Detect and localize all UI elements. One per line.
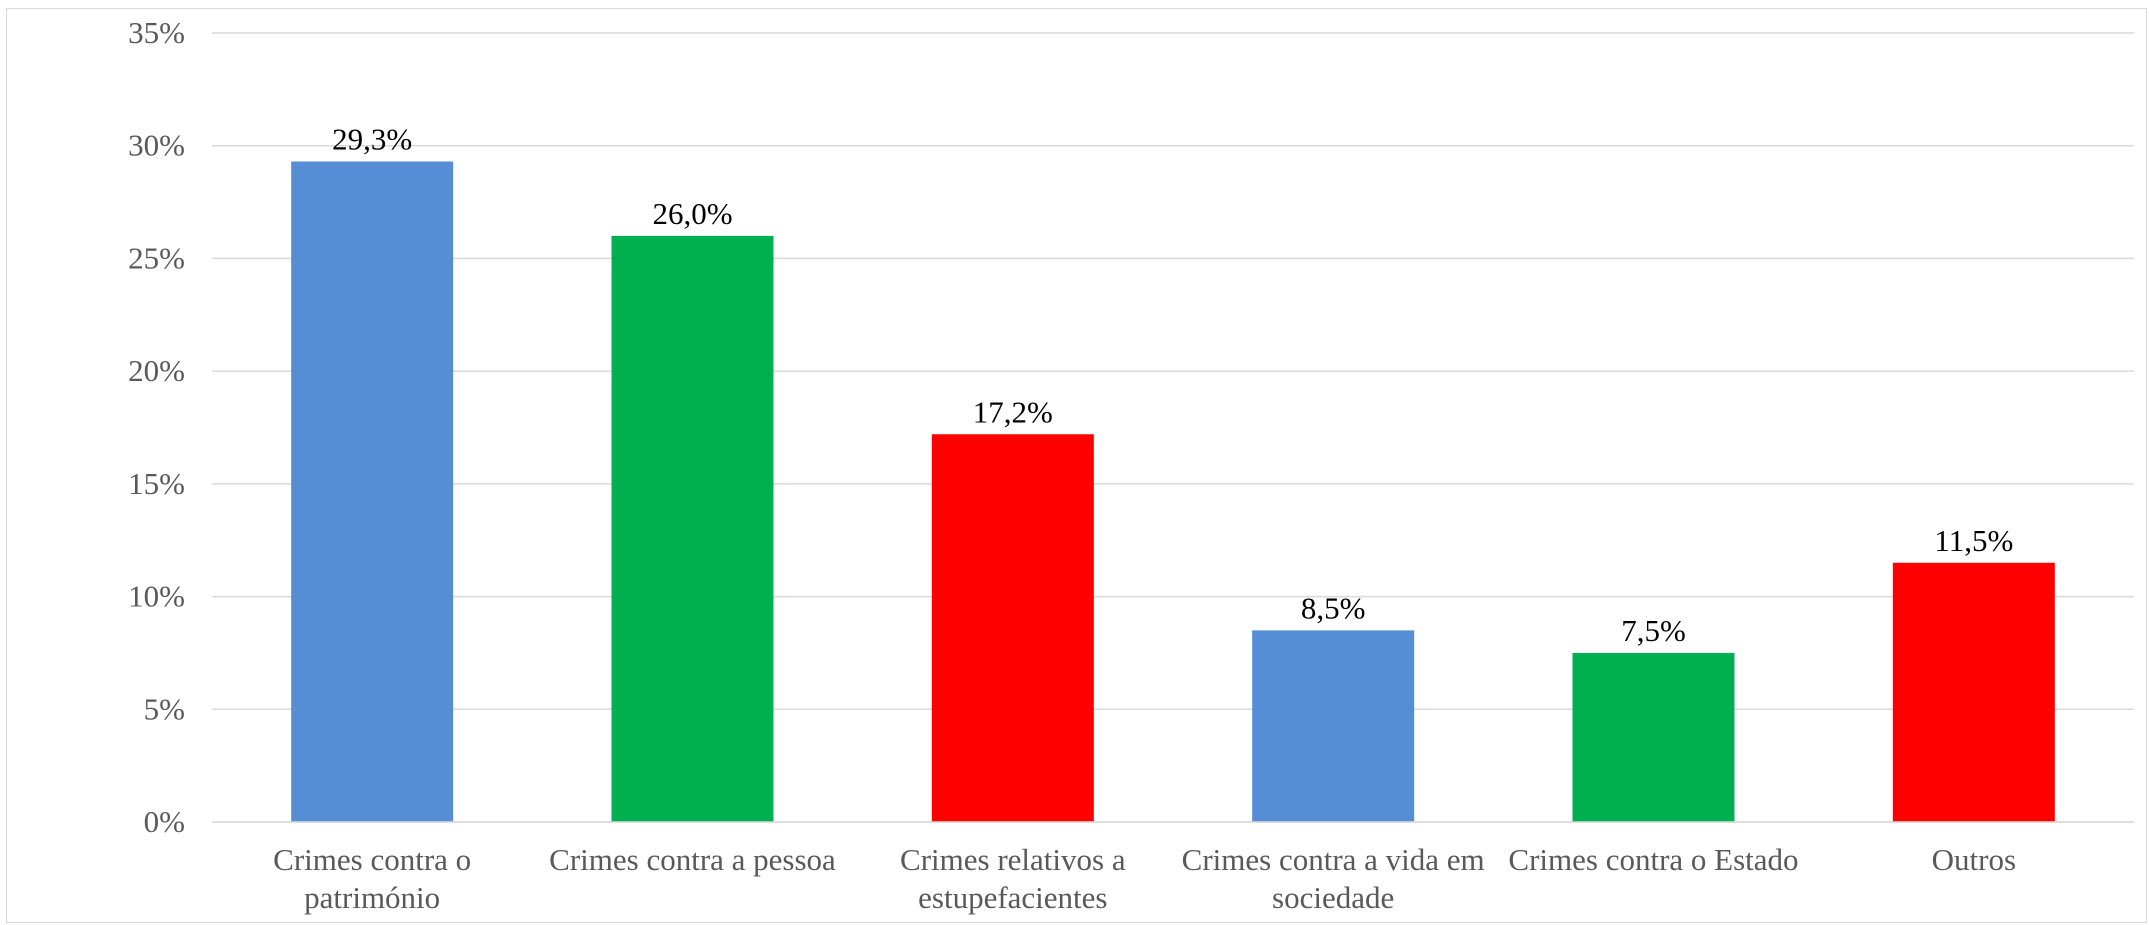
data-label: 17,2% <box>973 394 1053 429</box>
y-tick-label: 30% <box>128 128 185 163</box>
y-tick-label: 15% <box>128 466 185 501</box>
bar <box>291 161 454 823</box>
y-tick-label: 20% <box>128 353 185 388</box>
y-tick-label: 5% <box>144 691 185 726</box>
x-tick-label: Crimes contra o património <box>273 842 471 915</box>
y-tick-label: 10% <box>128 579 185 614</box>
data-label: 26,0% <box>652 196 732 231</box>
x-tick-label: Crimes contra o Estado <box>1508 842 1798 877</box>
x-tick-label: Crimes relativos a estupefacientes <box>900 842 1126 915</box>
x-tick-label: Crimes contra a vida em sociedade <box>1182 842 1485 915</box>
data-label: 7,5% <box>1621 613 1686 648</box>
bar <box>1572 652 1735 822</box>
y-tick-label: 25% <box>128 240 185 275</box>
y-tick-label: 0% <box>144 804 185 839</box>
bar <box>611 235 774 822</box>
x-tick-label: Outros <box>1932 842 2016 877</box>
data-label: 29,3% <box>332 121 412 156</box>
bar <box>1252 630 1415 822</box>
data-label: 11,5% <box>1934 523 2013 558</box>
bar <box>1892 562 2055 822</box>
y-tick-label: 35% <box>128 15 185 50</box>
x-tick-label: Crimes contra a pessoa <box>549 842 836 877</box>
data-label: 8,5% <box>1301 590 1366 625</box>
bar <box>931 434 1094 822</box>
